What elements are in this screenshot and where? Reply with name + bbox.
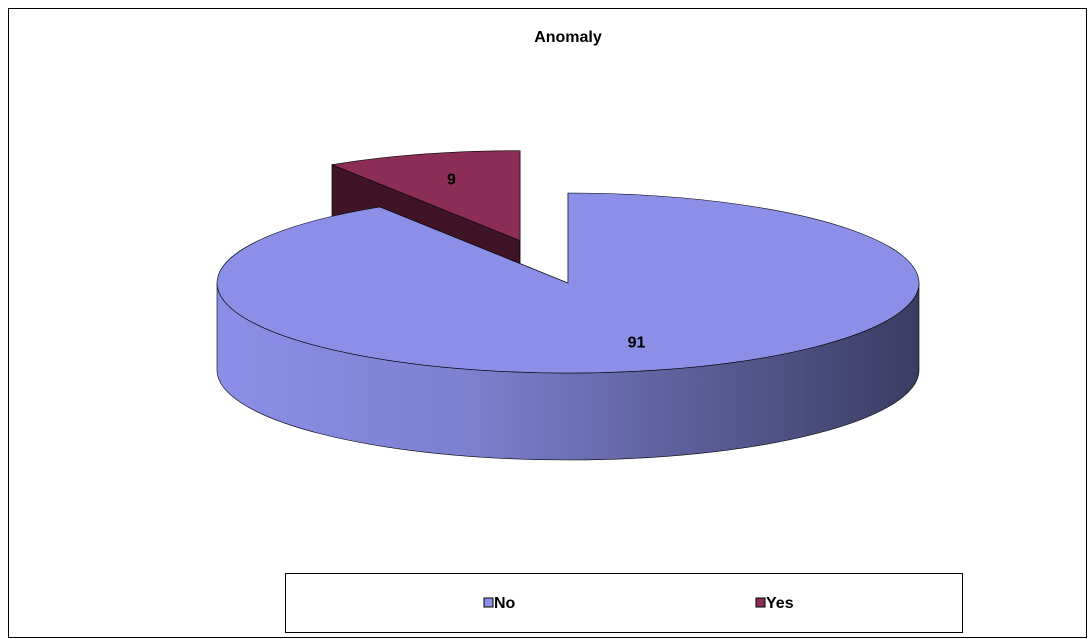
data-label: 9 [447, 171, 456, 188]
legend-label: No [494, 595, 516, 612]
pie-slice [216, 192, 920, 461]
chart-title: Anomaly [534, 29, 602, 46]
legend-swatch [483, 597, 494, 608]
legend-box [285, 573, 963, 633]
slice-top [216, 192, 920, 374]
data-label: 91 [628, 335, 646, 352]
legend-label: Yes [766, 595, 794, 612]
slice-top [330, 150, 521, 242]
legend-swatch [755, 597, 766, 608]
